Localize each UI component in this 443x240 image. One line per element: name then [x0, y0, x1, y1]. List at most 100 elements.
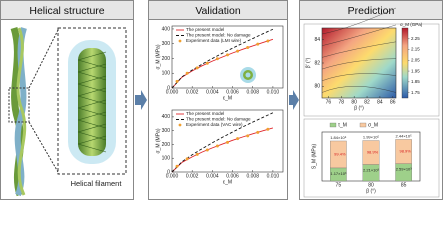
data-point [175, 79, 179, 83]
x-tick-label: 0.006 [226, 89, 239, 95]
y-tick-label: 100 [162, 71, 171, 77]
bar-segment [362, 140, 380, 165]
filament-cylinder [68, 40, 116, 164]
bar-value-label: 1.99×10⁵ [363, 135, 380, 140]
x-tick-label: 85 [401, 182, 407, 188]
sub-frame [303, 118, 440, 198]
x-tick-label: 0.008 [246, 89, 259, 95]
y-axis-label: S_M (MPa) [311, 144, 317, 170]
x-axis-label: ε_M [223, 179, 232, 185]
data-point [236, 137, 240, 141]
y-axis-label: β' (°) [305, 57, 311, 68]
panel-header [0, 0, 134, 20]
y-tick-label: 0 [167, 169, 170, 175]
y-tick-label: 400 [162, 114, 171, 120]
flow-arrow [135, 90, 147, 110]
x-tick-label: 0.004 [206, 89, 219, 95]
zoom-box [8, 87, 30, 123]
data-point [246, 46, 250, 50]
flow-arrow [289, 90, 299, 110]
y-tick-label: 80 [314, 84, 320, 90]
contour-line [321, 7, 397, 35]
bar-value-label: 1.17×10³ [330, 171, 347, 176]
plot-frame [171, 25, 284, 89]
legend-label: τ_M [338, 122, 347, 128]
share-label: 98.9% [367, 150, 379, 155]
curve [171, 38, 274, 89]
legend-label: The present model [186, 27, 224, 32]
data-point [256, 130, 260, 134]
x-tick-label: 0.000 [166, 173, 179, 179]
x-tick-label: 76 [326, 99, 332, 105]
graphical-abstract: Helical structure Validation Prediction … [0, 0, 443, 200]
curve [171, 28, 274, 89]
x-axis-label: β (°) [354, 105, 364, 111]
data-point [266, 127, 270, 131]
data-point [215, 144, 219, 148]
x-tick-label: 0.010 [267, 89, 280, 95]
panel-title: Validation [195, 5, 240, 17]
cross-section-inset [240, 67, 256, 83]
data-point [226, 53, 229, 57]
x-tick-label: 78 [339, 99, 345, 105]
x-tick-label: 80 [351, 99, 357, 105]
y-tick-label: 0 [167, 85, 170, 91]
sub-frame [303, 23, 440, 117]
y-tick-label: 300 [162, 41, 171, 47]
heatmap-field [322, 28, 396, 98]
y-tick-label: 400 [162, 26, 171, 32]
x-tick-label: 0.000 [166, 89, 179, 95]
data-point [246, 134, 250, 138]
panel-frame [148, 0, 288, 200]
panel-header [148, 0, 288, 20]
curve [171, 112, 274, 173]
legend-swatch [329, 122, 337, 128]
helical-strand [10, 26, 27, 197]
legend-label: σ_M [368, 122, 378, 128]
bar-value-label: 2.59×10³ [396, 167, 413, 172]
zoom-frame [57, 27, 127, 175]
y-tick-label: 200 [162, 56, 171, 62]
data-point [215, 57, 219, 61]
share-label: 99.4% [334, 152, 346, 157]
bar-value-label: 2.44×10⁵ [396, 134, 413, 139]
data-point [256, 42, 260, 46]
legend-label: The present model: No damage [186, 33, 251, 38]
data-point [195, 152, 199, 156]
colorbar-tick-label: 2.05 [411, 57, 420, 62]
data-point [175, 164, 179, 168]
bar-segment [330, 140, 347, 169]
legend-marker [178, 123, 182, 127]
y-tick-label: 300 [162, 128, 171, 134]
colorbar-label: σ_M (GPa) [400, 22, 423, 27]
data-point [205, 148, 209, 152]
x-tick-label: 82 [364, 99, 370, 105]
colorbar [401, 27, 409, 99]
y-axis-label: σ_M (MPa) [155, 128, 161, 153]
data-point [205, 61, 209, 65]
x-axis-label: ε_M [223, 95, 232, 101]
colorbar-tick-label: 1.85 [411, 79, 420, 84]
legend-marker [178, 39, 182, 43]
data-point [195, 66, 199, 70]
y-axis-label: σ_M (MPa) [155, 44, 161, 69]
bar-value-label: 1.84×10⁵ [330, 135, 347, 140]
x-tick-label: 0.006 [226, 173, 239, 179]
colorbar-tick-label: 1.95 [411, 68, 420, 73]
colorbar-tick-label: 1.75 [411, 90, 420, 95]
x-tick-label: 0.004 [206, 173, 219, 179]
data-point [185, 71, 189, 75]
x-tick-label: 0.008 [246, 173, 259, 179]
caption: Helical filament [71, 179, 123, 188]
contour-line [321, 24, 397, 46]
contour-line [321, 41, 397, 58]
legend-label: Experiment data (VAC wire) [186, 122, 243, 127]
y-tick-label: 100 [162, 156, 171, 162]
x-tick-label: 0.002 [186, 89, 199, 95]
bar-value-label: 2.21×10³ [363, 168, 380, 173]
data-point [236, 49, 240, 53]
colorbar-tick-label: 2.15 [411, 47, 420, 52]
x-tick-label: 0.002 [186, 173, 199, 179]
x-tick-label: 84 [377, 99, 383, 105]
contour-line [321, 86, 397, 93]
